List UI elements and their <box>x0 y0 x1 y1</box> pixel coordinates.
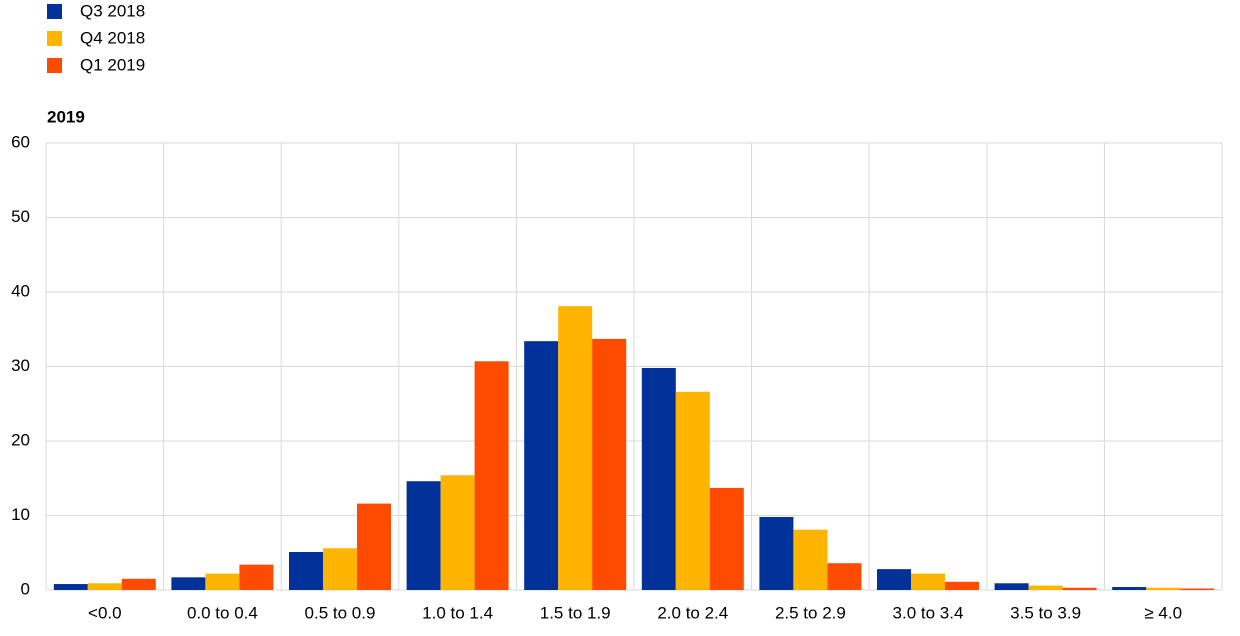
bar <box>474 361 509 590</box>
bar <box>1028 585 1063 590</box>
bar <box>911 573 945 590</box>
bar <box>641 367 676 590</box>
y-tick-label: 20 <box>11 430 30 449</box>
bar <box>877 569 911 590</box>
bar <box>53 584 88 590</box>
legend-label: Q3 2018 <box>80 1 145 20</box>
bar <box>524 341 559 590</box>
x-tick-label: 0.0 to 0.4 <box>187 603 258 622</box>
bar <box>793 529 828 590</box>
legend-label: Q4 2018 <box>80 28 145 47</box>
bar <box>1062 587 1097 590</box>
y-tick-label: 50 <box>11 207 30 226</box>
x-tick-label: 1.0 to 1.4 <box>422 603 493 622</box>
bar <box>357 503 391 590</box>
bar <box>709 487 744 590</box>
bar <box>1112 587 1147 590</box>
bar <box>827 563 862 590</box>
x-tick-label: 2.5 to 2.9 <box>775 603 846 622</box>
chart-subtitle: 2019 <box>47 107 85 126</box>
bar <box>1180 588 1215 590</box>
bar <box>205 573 240 590</box>
x-tick-label: 2.0 to 2.4 <box>657 603 728 622</box>
legend-swatch <box>47 4 62 19</box>
x-tick-label: 3.0 to 3.4 <box>893 603 964 622</box>
x-tick-label: 1.5 to 1.9 <box>540 603 611 622</box>
bar <box>323 548 357 590</box>
bar <box>171 577 206 590</box>
y-tick-label: 0 <box>21 579 30 598</box>
bar <box>406 481 441 590</box>
bar <box>1146 587 1181 590</box>
y-tick-label: 60 <box>11 132 30 151</box>
bar <box>440 475 475 590</box>
bar <box>121 578 156 590</box>
legend-label: Q1 2019 <box>80 55 145 74</box>
bar <box>87 583 122 590</box>
bar <box>592 338 627 590</box>
x-tick-label: 3.5 to 3.9 <box>1010 603 1081 622</box>
bar <box>558 306 593 590</box>
legend-swatch <box>47 58 62 73</box>
bar <box>994 583 1029 590</box>
y-tick-label: 30 <box>11 356 30 375</box>
x-tick-label: 0.5 to 0.9 <box>305 603 376 622</box>
x-tick-label: <0.0 <box>88 603 122 622</box>
legend-swatch <box>47 31 62 46</box>
y-tick-label: 10 <box>11 505 30 524</box>
bar <box>239 564 274 590</box>
bar <box>759 516 794 590</box>
x-tick-label: ≥ 4.0 <box>1144 603 1182 622</box>
y-tick-label: 40 <box>11 281 30 300</box>
bar <box>945 581 979 590</box>
bar <box>675 391 710 590</box>
bar <box>289 552 323 590</box>
